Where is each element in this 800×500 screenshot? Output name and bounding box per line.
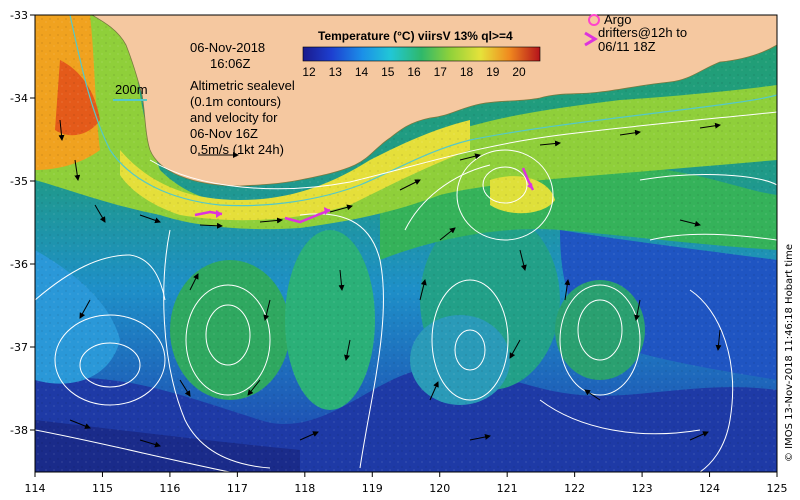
colorbar-tick-label: 15 [381,65,395,79]
lon-tick-label: 123 [632,482,653,495]
lon-tick-label: 116 [159,482,180,495]
lon-tick-label: 115 [92,482,113,495]
isobath-200m-line [69,15,777,207]
lon-tick-label: 119 [362,482,383,495]
velocity-vectors [58,119,722,448]
note-line-3: and velocity for [190,110,278,125]
lon-tick-label: 121 [497,482,518,495]
lon-tick-label: 122 [564,482,585,495]
colorbar-tick-label: 14 [355,65,369,79]
plot-area [35,15,777,472]
note-line-4: 06-Nov 16Z [190,126,258,141]
colorbar-tick-label: 13 [329,65,343,79]
drifter-label-line1: drifters@12h to [598,25,687,40]
colorbar-tick-label: 19 [486,65,500,79]
drifter-label-line2: 06/11 18Z [598,39,656,54]
lon-tick-label: 114 [25,482,46,495]
lat-tick-label: -37 [10,341,28,354]
drifter-heads [216,183,533,218]
colorbar-tick-label: 17 [434,65,448,79]
note-line-2: (0.1m contours) [190,94,281,109]
lat-tick-label: -34 [10,92,28,105]
note-line-5: 0.5m/s (1kt 24h) [190,142,284,157]
lon-tick-label: 118 [294,482,315,495]
colorbar-tick-label: 18 [460,65,474,79]
map-date: 06-Nov-2018 [190,40,265,55]
credit-text: © IMOS 13-Nov-2018 11:46:18 Hobart time [784,244,795,462]
colorbar-tick-label: 12 [302,65,316,79]
lon-tick-label: 124 [699,482,720,495]
latitude-axis: -33 -34 -35 -36 -37 -38 [10,9,35,437]
note-line-1: Altimetric sealevel [190,78,295,93]
map-notes: Altimetric sealevel (0.1m contours) and … [190,78,295,157]
colorbar [302,46,541,62]
sealevel-contours [35,111,777,472]
lat-tick-label: -38 [10,424,28,437]
lat-tick-label: -35 [10,175,28,188]
colorbar-tick-label: 20 [512,65,526,79]
lon-tick-label: 117 [227,482,248,495]
colorbar-ticks: 12 13 14 15 16 17 18 19 20 [302,65,526,79]
colorbar-tick-label: 16 [407,65,421,79]
temperature-patches [35,15,777,472]
argo-label: Argo [604,12,631,27]
longitude-axis: 114 115 116 117 118 119 120 121 122 123 124 125 [25,472,788,495]
map-time: 16:06Z [210,56,251,71]
lon-tick-label: 120 [429,482,450,495]
land-area [91,15,777,187]
plot-frame [34,14,778,473]
drifter-key-icon [584,31,598,47]
lon-tick-label: 125 [767,482,788,495]
temperature-legend: Temperature (°C) viirsV 13% ql>=4 12 13 14… [302,29,541,79]
legend-title: Temperature (°C) viirsV 13% ql>=4 [318,29,513,43]
lat-tick-label: -36 [10,258,28,271]
argo-marker-icon [588,14,600,26]
lat-tick-label: -33 [10,9,28,22]
scale-label: 200m [115,82,148,97]
